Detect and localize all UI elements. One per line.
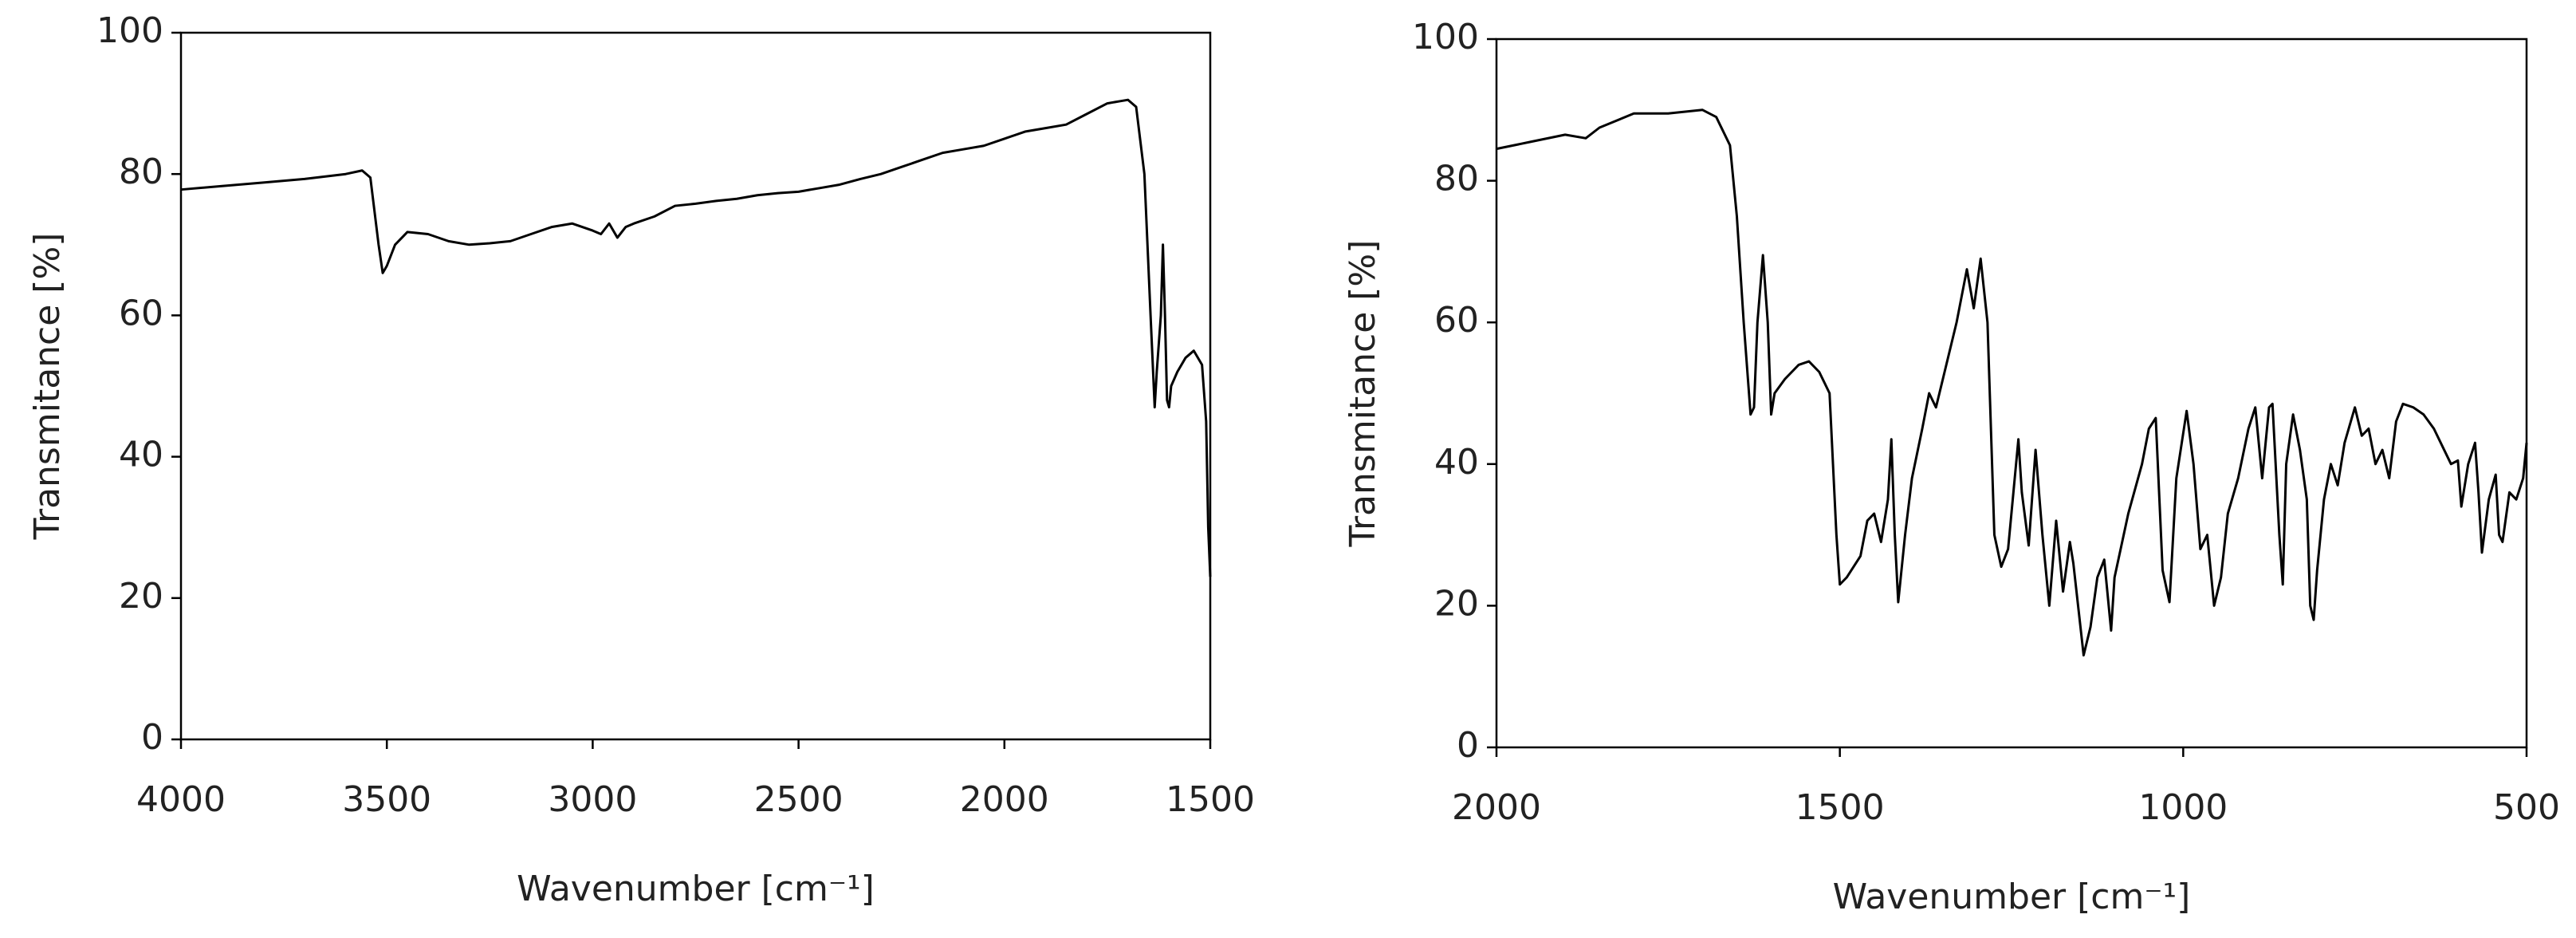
y-tick-label: 80	[119, 152, 163, 192]
y-tick-label: 0	[1457, 725, 1479, 766]
x-tick-label: 3000	[548, 779, 637, 820]
x-axis-label: Wavenumber [cm⁻¹]	[1833, 877, 2191, 917]
y-tick-label: 20	[1434, 583, 1479, 624]
y-tick-label: 40	[1434, 442, 1479, 483]
y-axis-label: Transmitance [%]	[1343, 240, 1383, 548]
y-tick-label: 20	[119, 576, 163, 617]
x-tick-label: 4000	[136, 779, 226, 820]
x-tick-label: 2500	[754, 779, 844, 820]
y-axis-label: Transmitance [%]	[27, 233, 68, 541]
y-tick-label: 40	[119, 435, 163, 475]
x-axis-label: Wavenumber [cm⁻¹]	[517, 869, 875, 909]
y-tick-label: 80	[1434, 159, 1479, 199]
y-tick-label: 100	[1412, 17, 1479, 57]
plot-frame	[179, 31, 1212, 741]
x-tick-label: 2000	[960, 779, 1049, 820]
y-tick-label: 60	[119, 293, 163, 333]
x-tick-label: 500	[2493, 787, 2560, 828]
x-tick-label: 2000	[1452, 787, 1541, 828]
plot-frame	[1495, 37, 2528, 749]
y-tick-label: 60	[1434, 300, 1479, 341]
x-tick-label: 1500	[1166, 779, 1255, 820]
y-tick-label: 100	[96, 10, 163, 51]
x-tick-label: 1500	[1795, 787, 1885, 828]
spectrum-line	[180, 98, 1212, 577]
y-tick-label: 0	[141, 717, 163, 758]
x-tick-label: 3500	[342, 779, 431, 820]
spectrum-line	[1496, 108, 2528, 657]
x-tick-label: 1000	[2138, 787, 2228, 828]
